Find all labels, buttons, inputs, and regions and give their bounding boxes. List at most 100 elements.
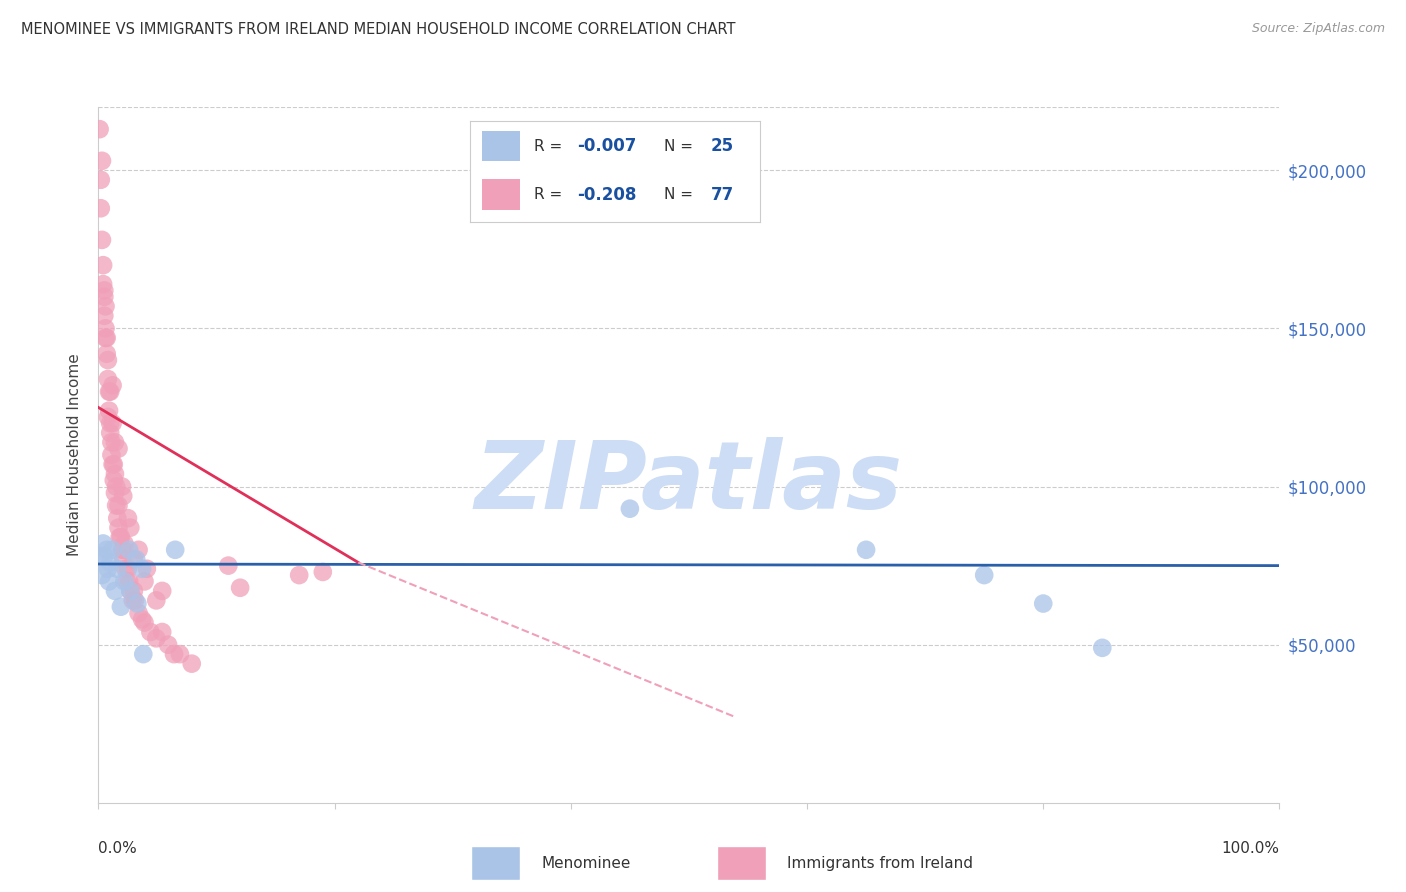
Text: -0.208: -0.208: [578, 186, 637, 203]
Point: [118, 542, 141, 557]
Point: [93, 309, 115, 323]
Point: [973, 568, 995, 582]
Point: [93, 549, 115, 563]
Point: [98, 556, 121, 570]
Bar: [482, 179, 520, 210]
Point: [112, 536, 135, 550]
Point: [120, 583, 142, 598]
Point: [122, 552, 145, 566]
Point: [169, 647, 191, 661]
Point: [131, 562, 153, 576]
Point: [134, 574, 156, 589]
Point: [96, 347, 118, 361]
Point: [98, 384, 121, 399]
Point: [93, 290, 115, 304]
Point: [104, 486, 127, 500]
Point: [128, 606, 150, 620]
Point: [101, 378, 124, 392]
Point: [131, 612, 153, 626]
Text: 25: 25: [710, 137, 734, 155]
Text: 0.0%: 0.0%: [98, 841, 138, 856]
Point: [97, 372, 120, 386]
Point: [1091, 640, 1114, 655]
Point: [104, 467, 127, 481]
Point: [97, 562, 120, 576]
Point: [112, 542, 135, 557]
Point: [89, 122, 111, 136]
Point: [104, 583, 127, 598]
Point: [101, 417, 124, 431]
Point: [91, 568, 114, 582]
Point: [105, 562, 128, 576]
Point: [312, 565, 335, 579]
Point: [100, 448, 122, 462]
Point: [855, 542, 877, 557]
Point: [150, 625, 173, 640]
Point: [98, 417, 121, 431]
Point: [165, 542, 187, 557]
Point: [619, 501, 641, 516]
Point: [100, 435, 122, 450]
Point: [104, 435, 127, 450]
Bar: [482, 131, 520, 161]
Point: [107, 499, 129, 513]
Point: [101, 542, 124, 557]
Point: [150, 583, 173, 598]
Point: [128, 542, 150, 557]
Point: [125, 552, 148, 566]
Point: [118, 574, 141, 589]
Point: [105, 499, 128, 513]
Text: 77: 77: [710, 186, 734, 203]
Point: [107, 442, 129, 456]
Text: Source: ZipAtlas.com: Source: ZipAtlas.com: [1251, 22, 1385, 36]
Bar: [471, 846, 520, 880]
Point: [110, 530, 132, 544]
Point: [103, 458, 125, 472]
Point: [110, 599, 132, 614]
Text: R =: R =: [534, 138, 567, 153]
Point: [94, 299, 117, 313]
Point: [101, 458, 124, 472]
Point: [91, 153, 114, 168]
Point: [115, 574, 138, 589]
Point: [96, 331, 118, 345]
Point: [1032, 597, 1054, 611]
Point: [139, 625, 162, 640]
Point: [98, 425, 121, 440]
Point: [105, 511, 128, 525]
Point: [157, 638, 180, 652]
Point: [98, 574, 121, 589]
Text: Menominee: Menominee: [541, 855, 631, 871]
Text: Immigrants from Ireland: Immigrants from Ireland: [787, 855, 973, 871]
Point: [124, 593, 146, 607]
Point: [98, 403, 121, 417]
Point: [91, 233, 114, 247]
Point: [97, 409, 120, 424]
Point: [122, 583, 145, 598]
Point: [120, 583, 142, 598]
Point: [121, 593, 143, 607]
Point: [108, 530, 131, 544]
Point: [217, 558, 239, 573]
Point: [135, 562, 157, 576]
Point: [112, 574, 135, 589]
Text: R =: R =: [534, 187, 567, 202]
Point: [91, 536, 114, 550]
Point: [103, 473, 125, 487]
Point: [117, 562, 139, 576]
Point: [91, 258, 114, 272]
Text: N =: N =: [664, 187, 699, 202]
Point: [94, 331, 117, 345]
Point: [89, 549, 111, 563]
Point: [134, 615, 156, 630]
Point: [107, 521, 129, 535]
Point: [114, 562, 136, 576]
Point: [117, 511, 139, 525]
Point: [145, 632, 167, 646]
Text: MENOMINEE VS IMMIGRANTS FROM IRELAND MEDIAN HOUSEHOLD INCOME CORRELATION CHART: MENOMINEE VS IMMIGRANTS FROM IRELAND MED…: [21, 22, 735, 37]
Point: [90, 201, 112, 215]
Point: [96, 542, 118, 557]
Point: [90, 173, 112, 187]
Point: [229, 581, 252, 595]
Point: [145, 593, 167, 607]
